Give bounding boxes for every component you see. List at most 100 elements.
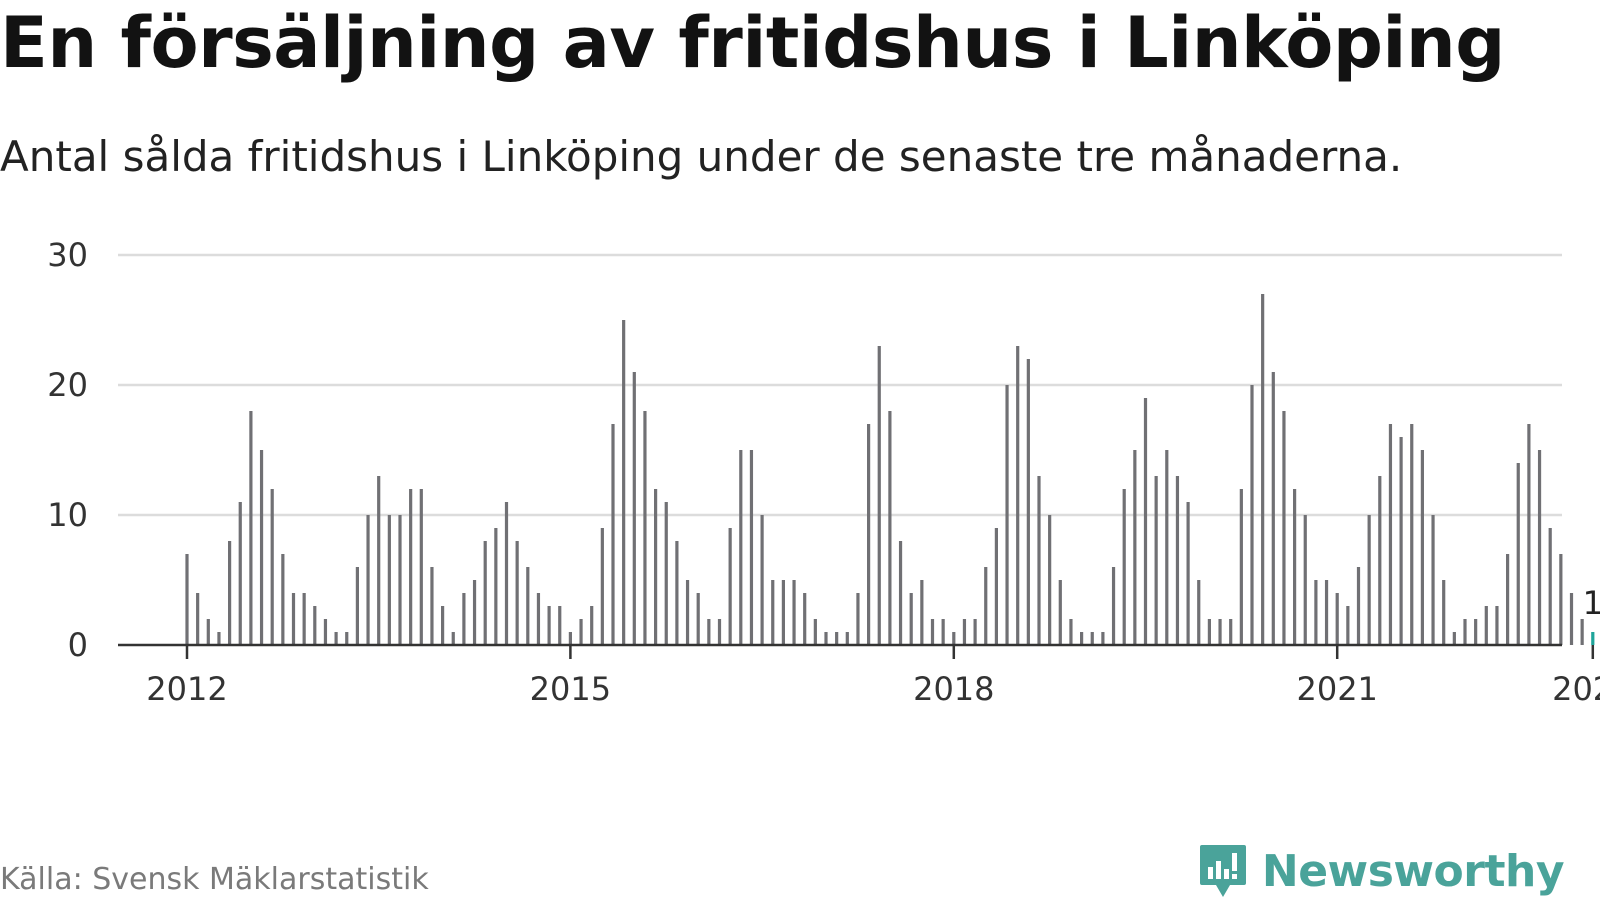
bar (792, 580, 796, 645)
bar (824, 632, 828, 645)
bar (930, 619, 935, 645)
bar (398, 515, 402, 645)
bar (973, 619, 977, 645)
bar (1154, 476, 1158, 645)
x-tick-label: 2018 (913, 670, 994, 708)
bar (1559, 554, 1563, 645)
bar (856, 593, 860, 645)
bar (611, 424, 615, 645)
bar (206, 619, 210, 645)
bar (472, 580, 477, 645)
bar (1442, 580, 1446, 645)
y-tick-label: 10 (47, 496, 88, 534)
bar (1101, 632, 1105, 645)
bar (451, 632, 455, 645)
bar (1165, 450, 1169, 645)
bar (1591, 632, 1595, 645)
bar (1484, 606, 1488, 645)
bar (536, 593, 541, 645)
bar (228, 541, 232, 645)
bar (984, 567, 988, 645)
bar (1186, 502, 1190, 645)
bar (1474, 619, 1478, 645)
bar (281, 554, 285, 645)
bar (462, 593, 466, 645)
bar (1122, 489, 1126, 645)
bar (1420, 450, 1424, 645)
bar (717, 619, 722, 645)
bar (867, 424, 871, 645)
bar (1399, 437, 1403, 645)
x-tick-label: 2021 (1296, 670, 1377, 708)
bar (909, 593, 913, 645)
bar (238, 502, 242, 645)
bar (760, 515, 764, 645)
bar (739, 450, 743, 645)
bar (962, 619, 967, 645)
bar (291, 593, 296, 645)
bar (1229, 619, 1233, 645)
bar (1111, 567, 1116, 645)
bar (504, 502, 509, 645)
bar (1410, 424, 1414, 645)
data-labels: 1 (1583, 584, 1600, 622)
bar (1495, 606, 1499, 645)
bar (1016, 346, 1020, 645)
bar (323, 619, 328, 645)
bar (590, 606, 594, 645)
bar (664, 502, 668, 645)
y-tick-label: 30 (47, 236, 88, 274)
bar (1548, 528, 1552, 645)
bar (1303, 515, 1307, 645)
bar (654, 489, 658, 645)
x-axis: 2012 2015 2018 2021 2023 (118, 643, 1600, 708)
bar (1261, 294, 1265, 645)
bar (1271, 372, 1275, 645)
bar (952, 632, 956, 645)
bar (515, 541, 519, 645)
bar (1143, 398, 1148, 645)
bar (813, 619, 817, 645)
chart-title: En försäljning av fritidshus i Linköping (0, 2, 1505, 84)
bar (994, 528, 998, 645)
bar (898, 541, 903, 645)
bar (1527, 424, 1531, 645)
bar (1324, 580, 1329, 645)
x-tick-label: 2012 (146, 670, 227, 708)
bar (1537, 450, 1542, 645)
bar (1452, 632, 1456, 645)
chart-subtitle: Antal sålda fritidshus i Linköping under… (0, 132, 1403, 181)
brand-logo: Newsworthy (1198, 843, 1565, 899)
bar (1378, 476, 1382, 645)
bar (1037, 476, 1041, 645)
bar (270, 489, 274, 645)
bar (1239, 489, 1243, 645)
grid-lines (118, 253, 1562, 517)
bar (803, 593, 807, 645)
bar (345, 632, 349, 645)
bar (888, 411, 892, 645)
bar (1388, 424, 1393, 645)
y-tick-label: 0 (68, 626, 88, 664)
bar (1293, 489, 1297, 645)
bar (1069, 619, 1073, 645)
bar-chart: 0 10 20 30 2012 2015 2018 2021 2023 1 (47, 236, 1600, 708)
bar (696, 593, 700, 645)
bar (749, 450, 754, 645)
bar (685, 580, 690, 645)
bar (483, 541, 487, 645)
bar (334, 632, 338, 645)
brand-name: Newsworthy (1261, 845, 1565, 897)
bar (600, 528, 604, 645)
bar (675, 541, 679, 645)
bar (558, 606, 562, 645)
bar (781, 580, 785, 645)
bar (259, 450, 264, 645)
bar (313, 606, 317, 645)
bar (728, 528, 732, 645)
bar (1580, 619, 1584, 645)
bar (1282, 411, 1286, 645)
bar (632, 372, 636, 645)
bar (217, 632, 221, 645)
bar (419, 489, 423, 645)
